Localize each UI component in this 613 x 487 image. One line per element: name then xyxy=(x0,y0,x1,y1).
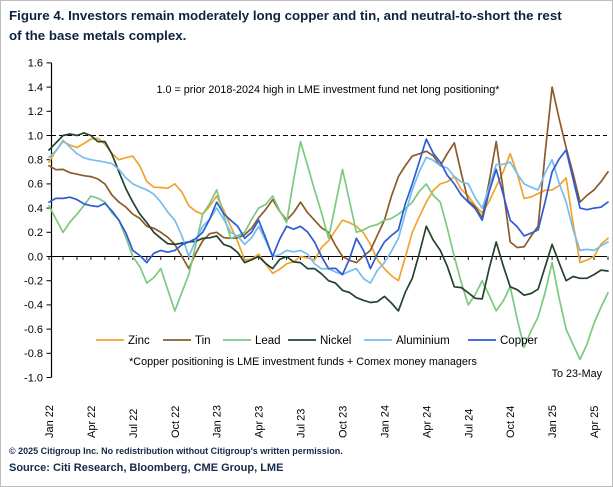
legend-item-copper: Copper xyxy=(468,335,538,347)
chart-canvas: 1.6 1.4 1.2 1.0 0.8 0.6 0.4 0.2 0.0 -0.2 -0.4 -0.6 -… xyxy=(24,58,609,438)
series-line-lead xyxy=(48,140,609,361)
x-tick-label: Oct 24 xyxy=(505,406,517,438)
legend-label-copper: Copper xyxy=(500,335,538,347)
figure-title: Figure 4. Investors remain moderately lo… xyxy=(9,8,562,43)
x-tick-label: Oct 23 xyxy=(337,406,349,438)
series-line-copper xyxy=(48,138,609,276)
reference-annotation: 1.0 = prior 2018-2024 high in LME invest… xyxy=(156,84,500,96)
x-tick-label: Jan 24 xyxy=(379,405,391,438)
y-tick-label: -0.2 xyxy=(24,276,43,288)
legend-label-tin: Tin xyxy=(195,335,211,347)
legend-label-lead: Lead xyxy=(255,335,281,347)
legend-label-aluminium: Aluminium xyxy=(396,335,450,347)
x-tick-label: Apr 22 xyxy=(86,406,98,438)
x-tick-label: Jan 23 xyxy=(212,405,224,438)
y-tick-label: -0.6 xyxy=(24,324,43,336)
legend-item-nickel: Nickel xyxy=(288,335,351,347)
copyright-line: © 2025 Citigroup Inc. No redistribution … xyxy=(9,446,343,456)
x-tick-label: Apr 23 xyxy=(254,406,266,438)
x-tick-label: Jan 25 xyxy=(547,405,559,438)
y-tick-label: 1.0 xyxy=(28,130,43,142)
x-tick-label: Jan 22 xyxy=(44,405,56,438)
series-line-nickel xyxy=(48,132,609,312)
y-tick-label: 0.6 xyxy=(28,179,43,191)
y-tick-label: 1.4 xyxy=(28,82,43,94)
y-tick-label: 0.0 xyxy=(28,251,43,263)
x-tick-label: Jul 24 xyxy=(463,409,475,438)
x-tick-label: Oct 22 xyxy=(170,406,182,438)
series-line-zinc xyxy=(48,137,609,282)
x-tick-label: Jul 23 xyxy=(296,409,308,438)
copper-footnote: *Copper positioning is LME investment fu… xyxy=(129,356,477,368)
legend-label-zinc: Zinc xyxy=(128,335,150,347)
as-of-label: To 23-May xyxy=(552,368,603,380)
x-tick-label: Apr 25 xyxy=(589,406,601,438)
y-tick-label: -1.0 xyxy=(24,372,43,384)
y-tick-label: -0.8 xyxy=(24,348,43,360)
y-tick-label: 0.2 xyxy=(28,227,43,239)
y-tick-label: 0.8 xyxy=(28,155,43,167)
x-tick-label: Jul 22 xyxy=(128,409,140,438)
y-tick-label: 1.6 xyxy=(28,58,43,70)
source-line: Source: Citi Research, Bloomberg, CME Gr… xyxy=(9,462,284,474)
legend-item-zinc: Zinc xyxy=(96,335,150,347)
x-tick-label: Apr 24 xyxy=(421,406,433,438)
series-line-aluminium xyxy=(48,139,609,284)
y-tick-label: -0.4 xyxy=(24,300,43,312)
legend-item-lead: Lead xyxy=(223,335,281,347)
series-line-tin xyxy=(48,86,609,270)
legend-item-aluminium: Aluminium xyxy=(364,335,450,347)
y-tick-label: 0.4 xyxy=(28,203,43,215)
legend-label-nickel: Nickel xyxy=(320,335,351,347)
legend-item-tin: Tin xyxy=(163,335,211,347)
y-tick-label: 1.2 xyxy=(28,106,43,118)
